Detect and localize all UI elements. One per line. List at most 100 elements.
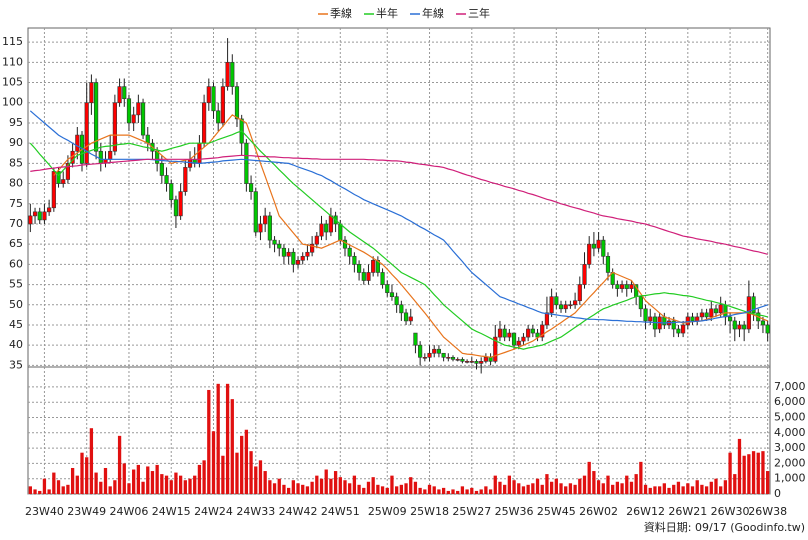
candle-body	[380, 272, 385, 285]
candle-body	[291, 251, 296, 265]
candle-body	[178, 191, 183, 217]
volume-bar	[319, 478, 324, 494]
candle-body	[211, 86, 216, 112]
volume-bar	[554, 478, 558, 494]
volume-bar	[474, 490, 479, 494]
candle-body	[319, 223, 324, 237]
y-tick-label: 110	[2, 55, 23, 68]
candle-body	[347, 247, 352, 257]
candle-body	[450, 357, 456, 360]
volume-bar	[132, 469, 136, 494]
volume-bar	[75, 475, 79, 494]
volume-bar	[305, 486, 310, 494]
volume-bar	[601, 483, 605, 494]
volume-bar	[484, 486, 488, 494]
y-tick-label: 115	[2, 35, 23, 48]
candle-body	[183, 167, 188, 192]
volume-tick-label: 7,000	[774, 380, 806, 393]
volume-bar	[315, 475, 319, 494]
volume-bar	[451, 489, 455, 494]
volume-bar	[56, 480, 61, 494]
candle-body	[446, 357, 451, 359]
volume-bar	[639, 461, 643, 494]
candle-body	[690, 316, 695, 322]
candle-body	[558, 304, 564, 310]
x-tick-label: 26W02	[579, 505, 618, 518]
volume-bar	[756, 452, 760, 494]
volume-bar	[540, 484, 544, 494]
volume-bar	[277, 478, 281, 494]
candle-body	[51, 171, 56, 209]
y-tick-label: 55	[9, 278, 23, 291]
candle-body	[159, 163, 164, 176]
candle-body	[206, 86, 211, 104]
y-tick-label: 100	[2, 96, 23, 109]
candle-body	[427, 352, 432, 358]
x-tick-label: 24W51	[321, 505, 360, 518]
candle-body	[732, 320, 737, 330]
candle-body	[324, 223, 329, 233]
x-tick-label: 24W06	[110, 505, 149, 518]
candle-body	[413, 332, 418, 346]
candle-body	[84, 102, 89, 164]
candle-body	[140, 102, 146, 136]
volume-bar	[244, 429, 249, 494]
volume-bar	[620, 483, 624, 494]
volume-bar	[146, 466, 150, 494]
x-tick-label: 26W38	[748, 505, 787, 518]
volume-bar	[390, 475, 394, 494]
volume-bar	[258, 460, 263, 494]
volume-tick-label: 5,000	[774, 410, 806, 423]
volume-bar	[573, 484, 577, 494]
volume-bar	[371, 477, 375, 494]
candle-body	[455, 359, 460, 361]
candle-body	[474, 361, 479, 364]
volume-tick-label: 0	[774, 487, 781, 500]
candle-body	[507, 332, 512, 338]
volume-bar	[33, 489, 37, 494]
volume-bar	[338, 477, 342, 494]
candle-body	[577, 284, 582, 302]
candle-body	[479, 361, 484, 364]
x-tick-label: 25W18	[410, 505, 449, 518]
volume-bar	[380, 486, 385, 494]
candle-body	[460, 359, 465, 362]
legend-label: 季線	[330, 6, 352, 20]
candle-body	[145, 134, 150, 144]
candle-body	[389, 292, 395, 297]
volume-bar	[122, 463, 126, 494]
y-tick-label: 40	[9, 338, 23, 351]
candle-body	[521, 336, 526, 342]
volume-bar	[409, 477, 413, 494]
volume-bar	[263, 471, 267, 494]
volume-bar	[413, 481, 418, 494]
candle-body	[65, 163, 71, 180]
volume-bar	[357, 484, 361, 494]
candle-body	[709, 308, 714, 318]
volume-bar	[329, 478, 333, 494]
candle-body	[258, 223, 263, 233]
volume-bar	[479, 489, 483, 494]
x-tick-label: 24W33	[236, 505, 275, 518]
candle-body	[526, 328, 531, 338]
candle-body	[591, 243, 596, 249]
y-tick-label: 65	[9, 237, 23, 250]
candle-body	[295, 260, 301, 265]
candle-body	[366, 272, 371, 281]
candle-body	[314, 235, 319, 245]
volume-bar	[113, 480, 117, 494]
candle-body	[502, 328, 507, 338]
candle-body	[75, 134, 80, 152]
candle-body	[220, 86, 225, 124]
x-tick-label: 24W42	[279, 505, 318, 518]
candle-body	[310, 243, 315, 253]
volume-bar	[66, 484, 70, 494]
candle-body	[530, 328, 535, 334]
x-tick-label: 25W09	[368, 505, 407, 518]
volume-bar	[47, 489, 51, 494]
candle-body	[765, 324, 770, 334]
volume-tick-label: 6,000	[774, 395, 806, 408]
volume-frame	[27, 366, 771, 495]
candle-body	[676, 328, 681, 334]
candle-body	[281, 247, 287, 257]
